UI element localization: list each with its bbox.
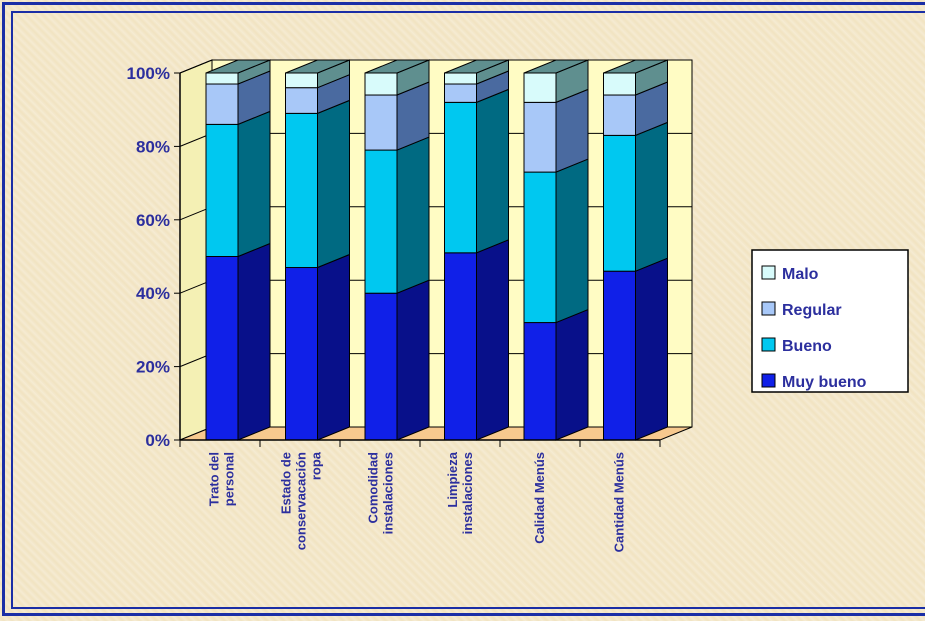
bar-segment-side <box>476 88 509 254</box>
bar-segment-side <box>635 121 668 272</box>
bar-segment-front <box>285 87 318 114</box>
bar-top <box>444 59 509 74</box>
bar-segment-front <box>523 322 557 441</box>
category-label: Cantidad Menús <box>612 452 627 552</box>
legend: Malo Regular Bueno Muy bueno <box>751 249 909 393</box>
bar-segment-side <box>237 242 271 441</box>
bar-segment-side <box>396 136 430 294</box>
bar-segment-side <box>555 88 589 173</box>
legend-label: Malo <box>782 266 819 283</box>
y-tick-label: 0% <box>145 431 170 450</box>
inner-border <box>11 11 925 609</box>
category-label: Calidad Menús <box>532 452 547 544</box>
bar-segment-front <box>523 72 557 103</box>
category-label: Trato del <box>207 452 222 506</box>
bar-top <box>205 59 271 74</box>
bar-segment-side <box>396 279 430 441</box>
y-tick-label: 100% <box>127 64 170 83</box>
bar-segment-front <box>205 72 239 85</box>
y-tick-label: 20% <box>136 358 170 377</box>
bar-segment-front <box>285 72 318 89</box>
bar-top <box>285 59 350 74</box>
bar-top <box>603 59 668 74</box>
bar-top <box>364 59 430 74</box>
legend-label: Bueno <box>782 338 832 355</box>
category-label: conservacación <box>294 452 309 550</box>
y-tick-label: 40% <box>136 284 170 303</box>
bar-segment-front <box>523 171 557 324</box>
bar-segment-front <box>603 270 636 441</box>
bar-segment-front <box>205 256 239 441</box>
category-label: instalaciones <box>460 452 475 534</box>
legend-label: Muy bueno <box>782 374 867 391</box>
bar-segment-front <box>364 72 398 96</box>
bar-segment-side <box>635 257 668 441</box>
bar-segment-front <box>205 83 239 125</box>
bar-segment-front <box>364 292 398 441</box>
bar-segment-front <box>603 72 636 96</box>
legend-box <box>751 249 909 393</box>
category-label: Limpieza <box>445 451 460 507</box>
legend-swatch <box>761 265 776 280</box>
bar-segment-front <box>444 72 477 85</box>
legend-label: Regular <box>782 302 842 319</box>
bar-segment-side <box>317 253 350 441</box>
bar-segment-front <box>444 252 477 441</box>
axes: 0% 20% 40% 60% 80% 100% Trato del personal Estad… <box>127 64 661 552</box>
bar-segment-front <box>444 101 477 254</box>
category-label: instalaciones <box>381 452 396 534</box>
bar-segment-front <box>523 101 557 173</box>
bar-segment-front <box>364 94 398 151</box>
category-label: Estado de <box>279 452 294 514</box>
y-tick-label: 80% <box>136 137 170 156</box>
legend-swatch <box>761 373 776 388</box>
category-label: personal <box>222 452 237 506</box>
bar-segment-front <box>444 83 477 103</box>
bar-segment-front <box>285 112 318 269</box>
category-label: ropa <box>309 451 324 480</box>
bar-segment-front <box>205 123 239 257</box>
bar-segment-front <box>603 134 636 272</box>
legend-swatch <box>761 301 776 316</box>
bar-segment-side <box>555 308 589 441</box>
bars <box>205 59 668 441</box>
bar-segment-front <box>603 94 636 136</box>
bar-segment-side <box>237 110 271 258</box>
bar-segment-side <box>476 239 509 441</box>
gridline-side <box>179 59 213 74</box>
bar-segment-front <box>285 267 318 441</box>
bar-segment-side <box>317 99 350 269</box>
bar-segment-side <box>555 158 589 324</box>
bar-segment-front <box>364 149 398 294</box>
legend-swatch <box>761 337 776 352</box>
category-label: Comodidad <box>366 452 381 524</box>
bar-top <box>523 59 589 74</box>
y-tick-label: 60% <box>136 211 170 230</box>
